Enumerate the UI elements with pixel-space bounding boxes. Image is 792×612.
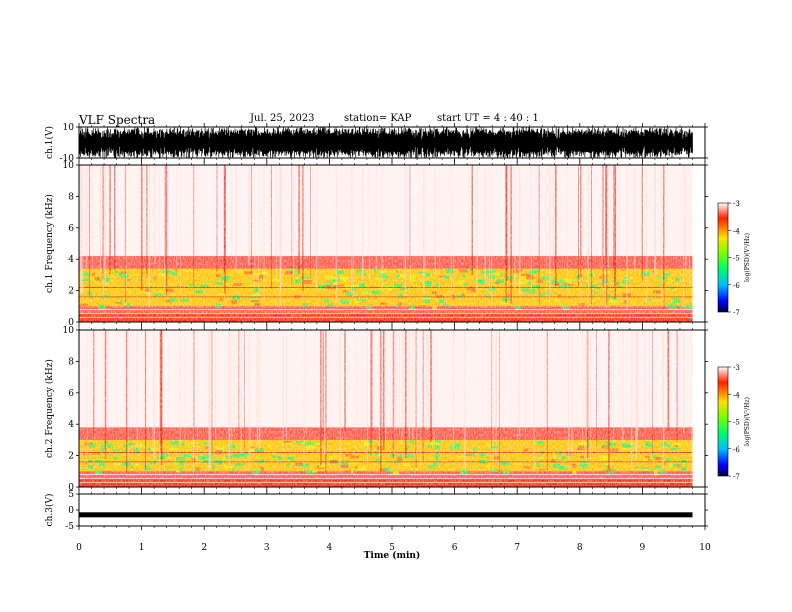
y-tick-label: 6 <box>68 224 74 234</box>
y-tick-label: 0 <box>68 318 74 328</box>
y-tick-label: 5 <box>68 490 74 500</box>
x-tick-label: 0 <box>76 543 82 553</box>
colorbar-tick-label: -6 <box>733 446 740 454</box>
spectrogram-grain <box>79 330 693 487</box>
y-tick-label: 8 <box>68 357 74 367</box>
y-tick-label: 2 <box>68 287 74 297</box>
x-tick-label: 6 <box>452 543 458 553</box>
colorbar-label: log(PSD)(V²/Hz) <box>744 233 751 282</box>
date-label: Jul. 25, 2023 <box>250 113 315 124</box>
x-tick-label: 1 <box>139 543 145 553</box>
y-tick-label: 0 <box>68 483 74 493</box>
start-time-label: start UT = 4 : 40 : 1 <box>437 113 539 124</box>
ch1-spectrogram-ylabel: ch.1 Frequency (kHz) <box>44 194 55 293</box>
y-tick-label: 8 <box>68 192 74 202</box>
colorbar-tick-label: -4 <box>733 227 740 235</box>
x-tick-label: 7 <box>514 543 520 553</box>
ch1-waveform-trace <box>78 127 693 158</box>
x-tick-label: 10 <box>699 543 711 553</box>
spectrogram-ch1 <box>79 165 693 322</box>
x-tick-label: 5 <box>389 543 395 553</box>
x-tick-label: 8 <box>577 543 583 553</box>
colorbar-tick-label: -5 <box>733 419 740 427</box>
x-tick-label: 9 <box>640 543 646 553</box>
colorbar-tick-label: -3 <box>733 200 740 208</box>
ch2-spectrogram-ylabel: ch.2 Frequency (kHz) <box>44 359 55 458</box>
panel-frame <box>78 493 706 527</box>
y-tick-label: 4 <box>68 420 74 430</box>
station-label: station= KAP <box>344 113 412 124</box>
colorbar-tick-label: -3 <box>733 364 740 372</box>
y-tick-label: -5 <box>65 522 74 532</box>
y-tick-label: -10 <box>60 154 75 164</box>
y-tick-label: 2 <box>68 452 74 462</box>
colorbar <box>717 366 729 477</box>
x-tick-label: 4 <box>327 543 333 553</box>
ch1-ylabel: ch.1(V) <box>44 126 55 159</box>
ch3-waveform-trace <box>79 512 693 518</box>
colorbar-tick-label: -6 <box>733 282 740 290</box>
y-tick-label: 10 <box>63 161 75 171</box>
x-tick-label: 2 <box>201 543 207 553</box>
spectrogram-grain <box>79 165 693 322</box>
y-tick-label: 10 <box>63 326 75 336</box>
colorbar-tick-label: -7 <box>733 309 740 317</box>
y-tick-label: 10 <box>63 123 75 133</box>
chart-title: VLF Spectra <box>79 113 156 127</box>
x-tick-label: 3 <box>264 543 270 553</box>
ch3-ylabel: ch.3(V) <box>44 494 55 527</box>
y-tick-label: 0 <box>68 506 74 516</box>
colorbar-tick-label: -4 <box>733 391 740 399</box>
x-axis-label: Time (min) <box>364 550 421 561</box>
colorbar-label: log(PSD)(V²/Hz) <box>744 397 751 446</box>
y-tick-label: 4 <box>68 255 74 265</box>
colorbar-tick-label: -5 <box>733 255 740 263</box>
colorbar-tick-label: -7 <box>733 473 740 481</box>
spectrogram-ch2 <box>79 330 693 487</box>
y-tick-label: 6 <box>68 389 74 399</box>
colorbar <box>717 202 729 313</box>
